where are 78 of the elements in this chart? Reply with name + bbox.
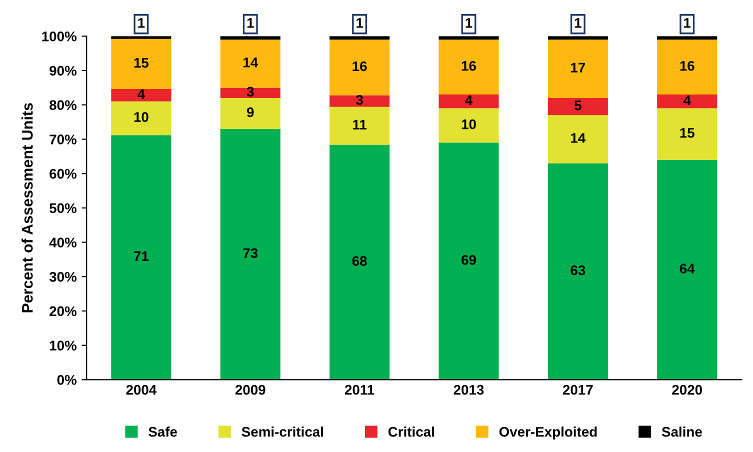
y-tick-label: 90% bbox=[50, 66, 77, 76]
data-label: 4 bbox=[465, 95, 473, 106]
legend-label: Semi-critical bbox=[242, 426, 323, 437]
legend-label: Saline bbox=[662, 426, 702, 437]
bar bbox=[657, 108, 718, 160]
bar bbox=[548, 40, 608, 98]
bar bbox=[111, 38, 172, 90]
x-tick-label: 2013 bbox=[454, 384, 484, 395]
bar bbox=[548, 98, 608, 116]
data-label: 1 bbox=[684, 18, 691, 28]
bar bbox=[548, 163, 608, 380]
data-label: 64 bbox=[680, 264, 695, 274]
bar bbox=[438, 40, 499, 95]
bar bbox=[548, 115, 608, 164]
data-label: 15 bbox=[680, 128, 694, 138]
bar bbox=[111, 36, 172, 39]
y-tick-label: 40% bbox=[49, 238, 77, 248]
bar bbox=[330, 106, 390, 145]
data-label: 1 bbox=[466, 18, 472, 28]
y-tick-label: 100% bbox=[42, 31, 77, 42]
y-tick-label: 30% bbox=[49, 272, 77, 282]
data-label: 63 bbox=[570, 265, 586, 276]
bar bbox=[657, 160, 718, 380]
y-tick-label: 70% bbox=[50, 134, 77, 144]
data-label: 5 bbox=[574, 100, 582, 110]
data-label: 10 bbox=[134, 112, 148, 122]
data-label: 73 bbox=[243, 248, 258, 258]
data-label: 10 bbox=[462, 119, 476, 130]
bar bbox=[220, 128, 280, 380]
bar bbox=[438, 142, 499, 380]
data-label: 4 bbox=[138, 89, 145, 99]
x-tick-label: 2004 bbox=[126, 384, 157, 395]
data-label: 17 bbox=[571, 62, 586, 72]
x-tick-label: 2017 bbox=[562, 384, 593, 395]
x-tick-label: 2009 bbox=[235, 384, 266, 395]
bar bbox=[657, 94, 718, 108]
data-label: 14 bbox=[571, 133, 586, 143]
data-label: 3 bbox=[246, 86, 254, 97]
x-tick-label: 2011 bbox=[344, 384, 374, 395]
data-label: 68 bbox=[352, 256, 367, 266]
data-label: 3 bbox=[356, 94, 363, 105]
x-tick-label: 2020 bbox=[672, 384, 702, 395]
bar bbox=[438, 94, 499, 108]
legend-label: Over-Exploited bbox=[499, 426, 597, 440]
bar bbox=[220, 40, 280, 88]
legend-label: Safe bbox=[148, 426, 177, 437]
data-label: 16 bbox=[352, 61, 367, 72]
data-label: 1 bbox=[247, 18, 254, 28]
y-tick-label: 10% bbox=[50, 340, 77, 350]
bar bbox=[330, 40, 390, 96]
y-tick-label: 0% bbox=[57, 375, 77, 385]
data-label: 9 bbox=[246, 107, 254, 118]
y-tick-label: 50% bbox=[50, 203, 77, 214]
bar bbox=[220, 88, 280, 98]
data-label: 16 bbox=[680, 60, 694, 71]
bar bbox=[111, 135, 172, 380]
data-label: 1 bbox=[138, 18, 145, 28]
y-tick-label: 20% bbox=[50, 306, 77, 316]
data-label: 16 bbox=[462, 60, 476, 71]
data-label: 1 bbox=[356, 18, 364, 28]
data-label: 1 bbox=[574, 18, 582, 28]
data-label: 4 bbox=[683, 95, 691, 106]
data-label: 11 bbox=[353, 120, 367, 130]
data-label: 15 bbox=[134, 58, 149, 68]
y-tick-label: 80% bbox=[50, 100, 77, 110]
bar bbox=[438, 108, 499, 143]
bar bbox=[330, 144, 390, 380]
bar bbox=[111, 89, 172, 102]
bar bbox=[657, 40, 718, 95]
bar bbox=[220, 98, 280, 129]
data-label: 69 bbox=[462, 255, 476, 265]
y-axis-title: Percent of Assessment Units bbox=[22, 103, 33, 312]
data-label: 14 bbox=[244, 58, 258, 68]
y-tick-label: 60% bbox=[50, 168, 77, 179]
bar bbox=[111, 101, 172, 136]
data-label: 71 bbox=[134, 251, 149, 261]
legend-label: Critical bbox=[388, 426, 434, 437]
bar bbox=[330, 95, 390, 107]
